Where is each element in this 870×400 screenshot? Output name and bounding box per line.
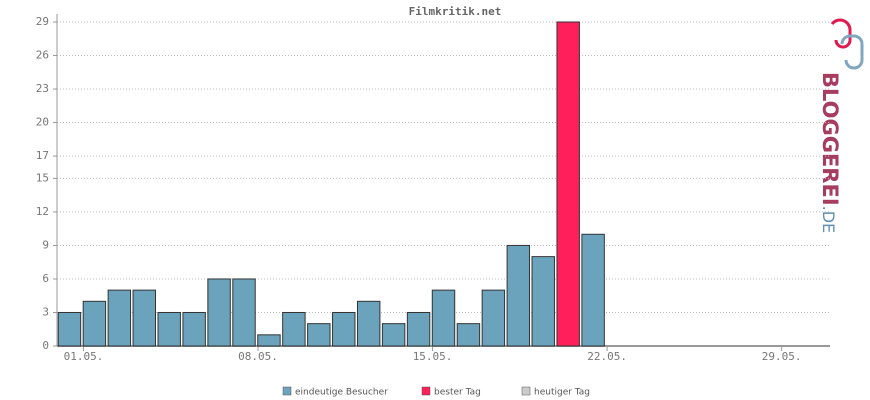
x-tick-label: 01.05. bbox=[64, 350, 104, 363]
bar bbox=[581, 233, 605, 347]
bar bbox=[431, 289, 456, 347]
legend-label: eindeutige Besucher bbox=[295, 388, 388, 398]
bar bbox=[182, 311, 206, 347]
bar bbox=[157, 311, 181, 347]
legend-swatch bbox=[282, 386, 292, 396]
y-tick-label: 17 bbox=[36, 149, 49, 162]
bar bbox=[282, 311, 306, 347]
bar bbox=[57, 311, 82, 347]
logo: BLOGGEREI.DE bbox=[818, 18, 864, 233]
y-tick-label: 23 bbox=[36, 82, 49, 95]
bar bbox=[506, 244, 531, 347]
logo-name: BLOGGEREI bbox=[818, 72, 842, 206]
bar bbox=[332, 311, 356, 347]
legend-swatch bbox=[521, 386, 531, 396]
y-tick-label: 9 bbox=[42, 238, 49, 251]
logo-domain: .DE bbox=[819, 206, 838, 234]
bar bbox=[531, 256, 555, 347]
logo-text: BLOGGEREI.DE bbox=[818, 72, 842, 233]
bar bbox=[356, 300, 381, 347]
bar bbox=[406, 311, 431, 347]
bar bbox=[132, 289, 156, 347]
y-tick-label: 29 bbox=[36, 15, 49, 28]
bar bbox=[107, 289, 132, 347]
y-tick-label: 6 bbox=[42, 272, 49, 285]
bar bbox=[381, 323, 406, 347]
bar bbox=[556, 21, 580, 347]
legend-swatch bbox=[421, 386, 431, 396]
y-tick-label: 3 bbox=[42, 305, 49, 318]
bar bbox=[82, 300, 107, 347]
bar bbox=[456, 323, 481, 347]
x-tick-label: 22.05. bbox=[587, 350, 627, 363]
legend-label: heutiger Tag bbox=[534, 388, 590, 398]
x-tick-label: 15.05. bbox=[413, 350, 453, 363]
chart-title: Filmkritik.net bbox=[409, 5, 502, 18]
bar bbox=[481, 289, 506, 347]
x-tick-label: 29.05. bbox=[762, 350, 802, 363]
y-tick-label: 20 bbox=[36, 116, 49, 129]
y-tick-label: 0 bbox=[42, 339, 49, 352]
logo-icon bbox=[840, 34, 864, 70]
bar bbox=[207, 278, 231, 347]
bar bbox=[257, 334, 281, 347]
legend-label: bester Tag bbox=[434, 388, 481, 398]
x-tick-label: 08.05. bbox=[238, 350, 278, 363]
y-tick-label: 15 bbox=[36, 171, 49, 184]
bar bbox=[307, 323, 331, 347]
y-tick-label: 12 bbox=[36, 205, 49, 218]
bar bbox=[232, 278, 256, 347]
y-tick-label: 26 bbox=[36, 49, 49, 62]
